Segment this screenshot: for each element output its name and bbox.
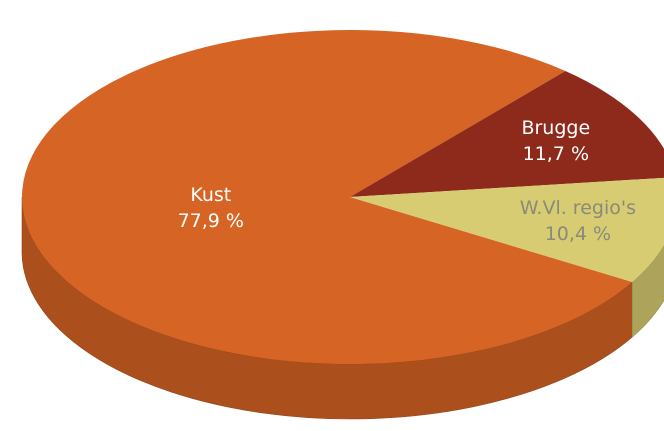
slice-value-label: 11,7 % bbox=[523, 143, 589, 165]
slice-value-label: 77,9 % bbox=[178, 210, 244, 232]
pie-slice bbox=[350, 71, 664, 197]
pie-slice bbox=[350, 177, 664, 283]
pie-slice bbox=[21, 30, 633, 365]
slice-label: Brugge bbox=[521, 117, 590, 139]
slice-label: Kust bbox=[190, 184, 231, 206]
pie-side bbox=[632, 244, 664, 338]
slice-label: W.Vl. regio's bbox=[520, 197, 636, 219]
slice-value-label: 10,4 % bbox=[545, 223, 611, 245]
